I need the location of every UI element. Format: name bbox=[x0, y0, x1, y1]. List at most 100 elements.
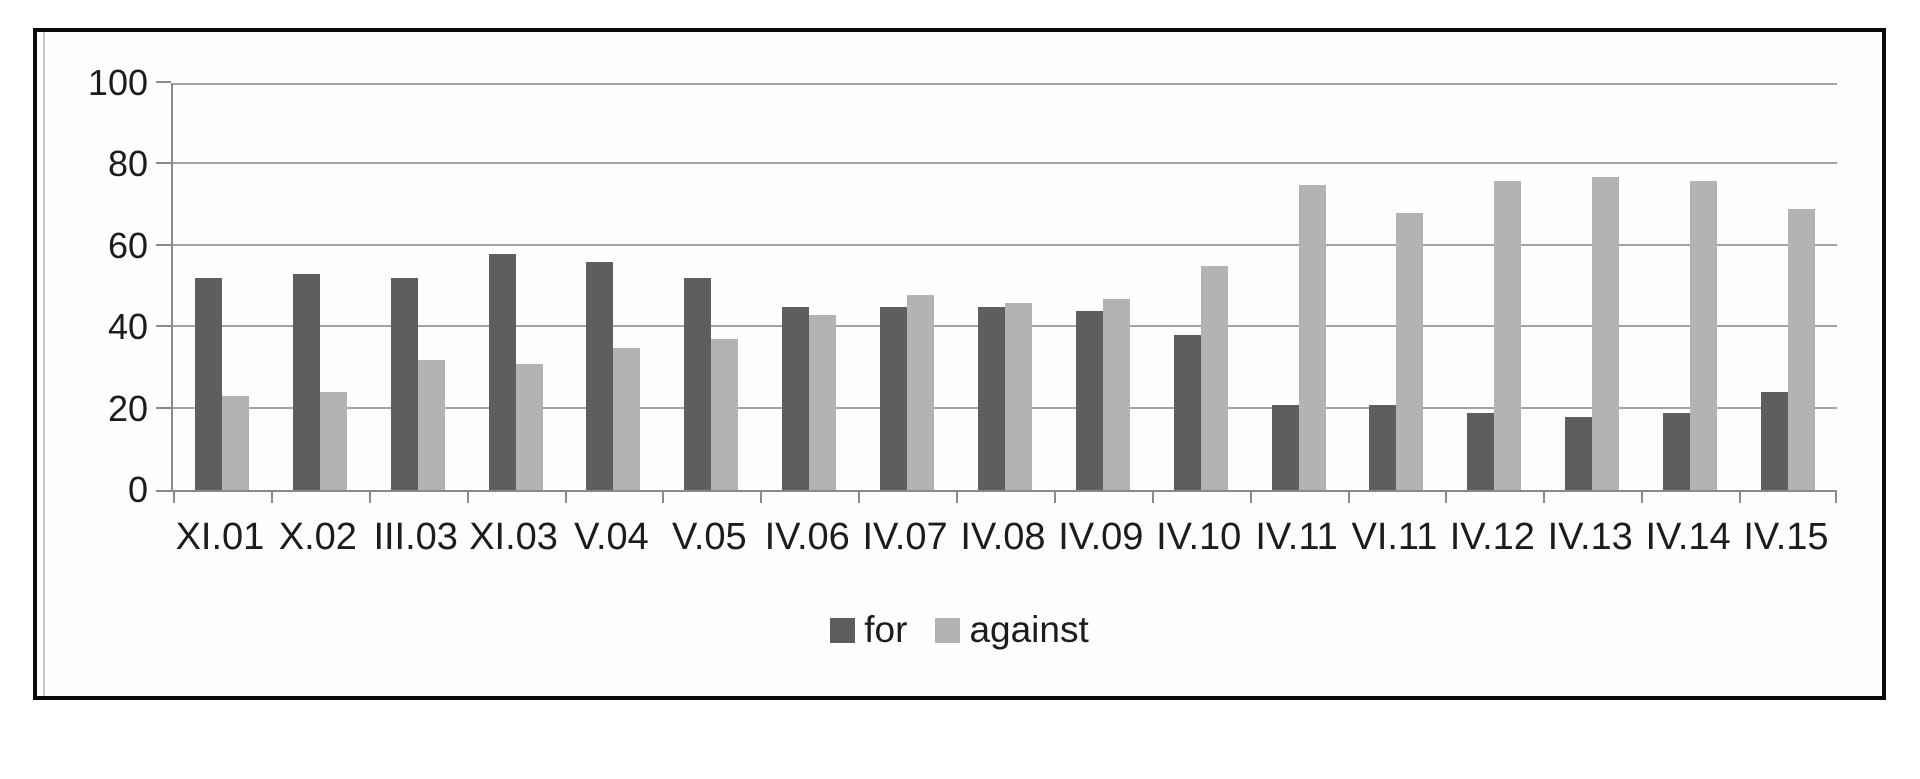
y-tick-label-20: 20 bbox=[107, 388, 148, 429]
x-axis-tick-11 bbox=[1250, 490, 1252, 503]
bar-against-IV.13 bbox=[1592, 177, 1620, 490]
y-axis-tick-80 bbox=[156, 162, 171, 164]
y-tick-label-40: 40 bbox=[107, 306, 148, 347]
bar-against-IV.10 bbox=[1200, 266, 1228, 490]
x-tick-label-IV.06: IV.06 bbox=[764, 516, 850, 558]
bar-for-IV.09 bbox=[1075, 311, 1103, 490]
bar-for-IV.13 bbox=[1565, 417, 1593, 490]
x-axis-tick-17 bbox=[1835, 490, 1837, 503]
x-axis-tick-10 bbox=[1152, 490, 1154, 503]
bar-for-IV.14 bbox=[1663, 413, 1691, 490]
legend-item-against: against bbox=[935, 608, 1089, 652]
bar-group-IV.11 bbox=[1250, 83, 1348, 490]
x-axis-tick-9 bbox=[1054, 490, 1056, 503]
x-tick-label-IV.15: IV.15 bbox=[1743, 516, 1829, 558]
bar-for-IV.12 bbox=[1467, 413, 1495, 490]
bar-group-IV.09 bbox=[1054, 83, 1152, 490]
bar-for-V.05 bbox=[684, 278, 712, 490]
x-tick-label-VI.11: VI.11 bbox=[1351, 516, 1438, 558]
x-axis-tick-15 bbox=[1641, 490, 1643, 503]
x-axis-tick-8 bbox=[956, 490, 958, 503]
legend-label-against: against bbox=[969, 609, 1089, 650]
x-axis-tick-1 bbox=[271, 490, 273, 503]
x-tick-label-IV.12: IV.12 bbox=[1449, 516, 1535, 558]
x-tick-label-X.02: X.02 bbox=[278, 516, 357, 558]
x-axis-tick-2 bbox=[369, 490, 371, 503]
bar-group-IV.15 bbox=[1739, 83, 1837, 490]
bar-against-V.05 bbox=[711, 339, 739, 490]
x-axis-tick-13 bbox=[1445, 490, 1447, 503]
x-tick-label-IV.13: IV.13 bbox=[1547, 516, 1633, 558]
chart-legend: for against bbox=[33, 608, 1886, 652]
bar-group-IV.07 bbox=[858, 83, 956, 490]
x-tick-label-IV.08: IV.08 bbox=[960, 516, 1046, 558]
x-tick-label-XI.01: XI.01 bbox=[175, 516, 265, 558]
bar-group-XI.01 bbox=[173, 83, 271, 490]
y-axis-tick-100 bbox=[156, 81, 171, 83]
bar-for-V.04 bbox=[586, 262, 614, 490]
bar-against-IV.09 bbox=[1102, 299, 1130, 490]
x-axis-tick-5 bbox=[662, 490, 664, 503]
chart-frame bbox=[33, 28, 1886, 700]
bar-group-X.02 bbox=[271, 83, 369, 490]
bar-against-III.03 bbox=[417, 360, 445, 490]
x-tick-label-III.03: III.03 bbox=[373, 516, 458, 558]
x-axis-tick-0 bbox=[173, 490, 175, 503]
bar-against-IV.11 bbox=[1298, 185, 1326, 490]
x-axis-labels: XI.01 X.02 III.03 XI.03 V.04 V.05 IV.06 IV.07 IV… bbox=[171, 514, 1835, 560]
frame-inner-line bbox=[43, 32, 45, 696]
bar-against-IV.08 bbox=[1004, 303, 1032, 490]
bar-group-VI.11 bbox=[1348, 83, 1446, 490]
y-axis-tick-40 bbox=[156, 325, 171, 327]
bar-groups bbox=[173, 83, 1837, 490]
bar-for-IV.08 bbox=[977, 307, 1005, 490]
bar-group-IV.10 bbox=[1152, 83, 1250, 490]
y-axis-tick-0 bbox=[156, 490, 171, 492]
bar-against-IV.12 bbox=[1494, 181, 1522, 490]
y-tick-label-80: 80 bbox=[107, 143, 148, 184]
bar-against-V.04 bbox=[613, 348, 641, 490]
bar-for-IV.11 bbox=[1271, 405, 1299, 490]
bar-for-X.02 bbox=[292, 274, 320, 490]
bar-against-VI.11 bbox=[1396, 213, 1424, 490]
bar-against-XI.03 bbox=[515, 364, 543, 490]
bar-group-IV.13 bbox=[1543, 83, 1641, 490]
bar-for-XI.03 bbox=[488, 254, 516, 490]
bar-for-XI.01 bbox=[194, 278, 222, 490]
bar-against-IV.06 bbox=[809, 315, 837, 490]
bar-group-IV.06 bbox=[760, 83, 858, 490]
bar-for-IV.07 bbox=[880, 307, 908, 490]
x-tick-label-XI.03: XI.03 bbox=[469, 516, 558, 558]
legend-swatch-against bbox=[935, 617, 961, 643]
bar-group-V.04 bbox=[565, 83, 663, 490]
x-axis-tick-7 bbox=[858, 490, 860, 503]
x-axis-tick-12 bbox=[1348, 490, 1350, 503]
gridline-y-100 bbox=[173, 83, 1837, 85]
x-tick-label-IV.09: IV.09 bbox=[1058, 516, 1144, 558]
x-axis-tick-14 bbox=[1543, 490, 1545, 503]
x-axis-tick-6 bbox=[760, 490, 762, 503]
bar-against-IV.07 bbox=[907, 295, 935, 490]
x-axis-tick-3 bbox=[467, 490, 469, 503]
bar-against-XI.01 bbox=[221, 396, 249, 490]
bar-for-VI.11 bbox=[1369, 405, 1397, 490]
legend-swatch-for bbox=[830, 617, 856, 643]
y-tick-label-60: 60 bbox=[107, 225, 148, 266]
bar-for-IV.15 bbox=[1760, 392, 1788, 490]
bar-group-XI.03 bbox=[467, 83, 565, 490]
x-tick-label-V.04: V.04 bbox=[574, 516, 649, 558]
bar-against-IV.15 bbox=[1787, 209, 1815, 490]
gridline-y-80 bbox=[173, 162, 1837, 164]
y-tick-label-100: 100 bbox=[87, 62, 148, 103]
bar-for-III.03 bbox=[390, 278, 418, 490]
legend-item-for: for bbox=[830, 608, 907, 652]
x-tick-label-IV.14: IV.14 bbox=[1645, 516, 1731, 558]
x-axis-tick-4 bbox=[565, 490, 567, 503]
x-tick-label-V.05: V.05 bbox=[671, 516, 747, 558]
x-tick-label-IV.07: IV.07 bbox=[862, 516, 948, 558]
bar-for-IV.10 bbox=[1173, 335, 1201, 490]
bar-group-III.03 bbox=[369, 83, 467, 490]
bar-against-X.02 bbox=[319, 392, 347, 490]
x-tick-label-IV.11: IV.11 bbox=[1255, 516, 1338, 558]
